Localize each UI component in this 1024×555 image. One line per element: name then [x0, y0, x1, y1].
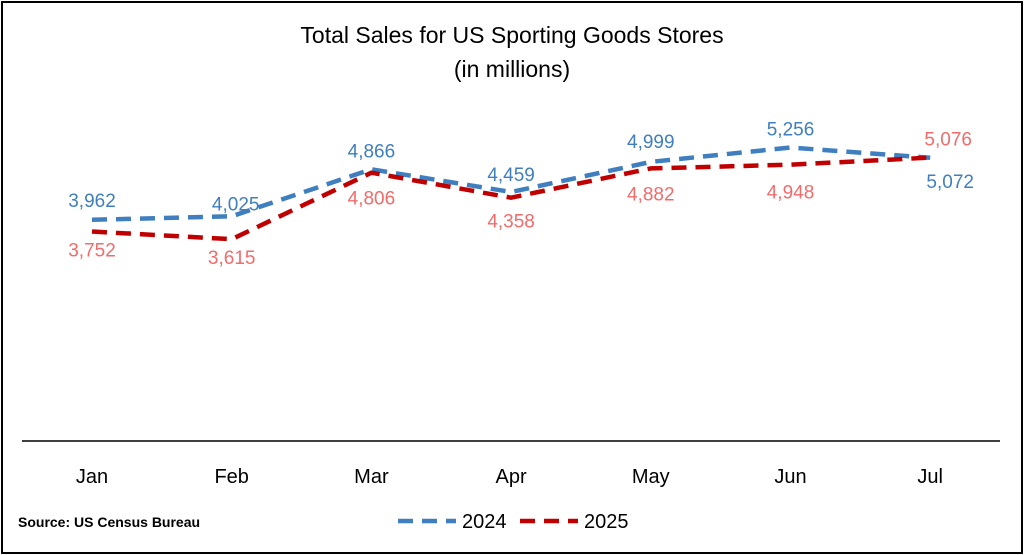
- data-label-2025-apr: 4,358: [487, 212, 535, 233]
- x-tick-label-jun: Jun: [774, 466, 806, 488]
- x-axis-ticks: Jan Feb Mar Apr May Jun Jul: [76, 466, 943, 488]
- x-tick-label-may: May: [632, 466, 670, 488]
- data-label-2024-feb: 4,025: [212, 194, 260, 215]
- series-line-2025: [91, 155, 931, 242]
- data-label-2024-mar: 4,866: [348, 141, 396, 162]
- x-tick-label-mar: Mar: [354, 466, 389, 488]
- data-label-2024-may: 4,999: [627, 132, 675, 153]
- data-label-2024-jan: 3,962: [68, 191, 116, 212]
- data-label-2025-mar: 4,806: [348, 189, 396, 210]
- series-lines: [91, 145, 931, 242]
- data-label-2024-apr: 4,459: [487, 165, 535, 186]
- chart-subtitle: (in millions): [454, 56, 570, 82]
- data-label-2025-jul: 5,076: [924, 130, 972, 151]
- data-label-2024-jul: 5,072: [926, 172, 974, 193]
- x-tick-label-jan: Jan: [76, 466, 108, 488]
- legend-label-2025: 2025: [584, 511, 629, 533]
- chart-title: Total Sales for US Sporting Goods Stores: [300, 22, 723, 48]
- x-tick-label-apr: Apr: [496, 466, 527, 488]
- data-label-2025-jun: 4,948: [767, 183, 815, 204]
- data-labels: 3,962 4,025 4,866 4,459 4,999 5,256 5,072 3,752…: [68, 120, 974, 270]
- source-note: Source: US Census Bureau: [18, 514, 201, 530]
- data-label-2024-jun: 5,256: [767, 120, 815, 141]
- x-tick-label-feb: Feb: [214, 466, 248, 488]
- data-label-2025-feb: 3,615: [208, 248, 256, 269]
- x-tick-label-jul: Jul: [917, 466, 943, 488]
- legend-label-2024: 2024: [462, 511, 507, 533]
- data-label-2025-jan: 3,752: [68, 241, 116, 262]
- data-label-2025-may: 4,882: [627, 184, 675, 205]
- legend: 2024 2025: [398, 511, 629, 533]
